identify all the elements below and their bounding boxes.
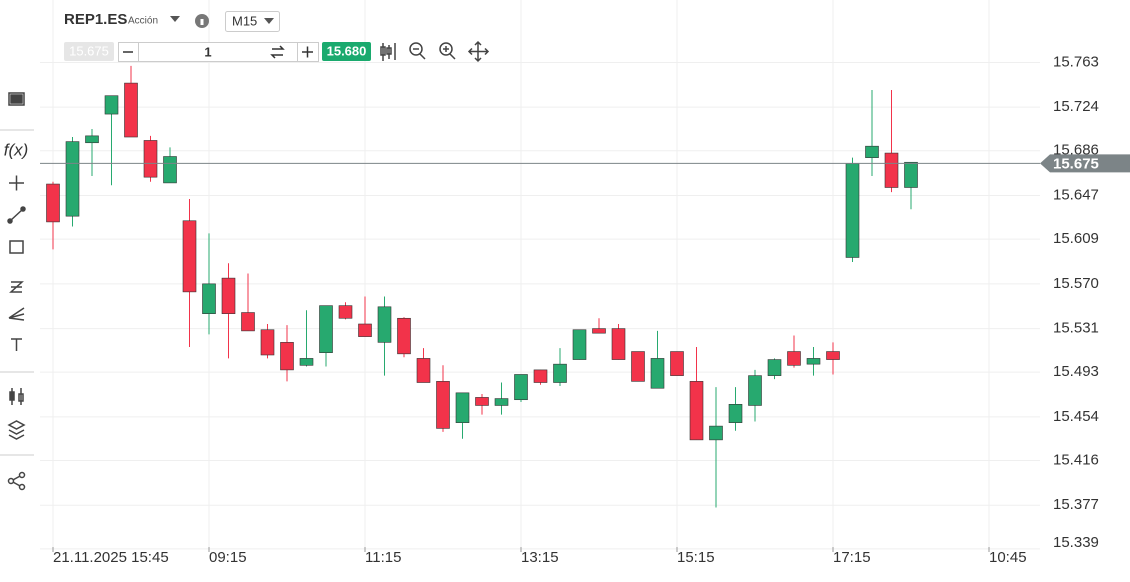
candle-body xyxy=(494,398,509,406)
candle-body xyxy=(826,351,840,360)
candle-body xyxy=(202,283,216,314)
bid-box[interactable] xyxy=(64,42,114,61)
candle-body xyxy=(65,141,80,217)
candle-body xyxy=(182,220,197,293)
candle-body xyxy=(260,329,275,356)
candle-body xyxy=(611,328,626,360)
symbol-dropdown[interactable] xyxy=(170,16,180,22)
candle-body xyxy=(748,375,762,406)
candle-body xyxy=(884,152,899,188)
x-tick-label: 10:45 xyxy=(989,549,1027,566)
y-tick-label: 15.454 xyxy=(1053,408,1099,425)
text-tool[interactable] xyxy=(11,338,22,351)
info-glyph xyxy=(200,19,204,25)
x-tick-label: 11:15 xyxy=(365,549,401,566)
candle-body xyxy=(104,95,119,115)
fx-icon[interactable]: f(x) xyxy=(4,140,29,159)
candle-body xyxy=(124,82,138,138)
y-tick-label: 15.531 xyxy=(1053,320,1099,337)
line-tool[interactable] xyxy=(9,208,24,222)
candle-body xyxy=(670,351,684,376)
y-tick-label: 15.609 xyxy=(1053,230,1099,247)
candle-body xyxy=(358,323,372,337)
y-tick-label: 15.339 xyxy=(1053,534,1099,551)
x-tick-label: 21.11.2025 15:45 xyxy=(53,549,169,566)
candle-body xyxy=(806,358,821,365)
y-tick-label: 15.647 xyxy=(1053,186,1099,203)
quantity-input[interactable] xyxy=(118,42,319,62)
candle-body xyxy=(163,156,177,184)
instrument-kind: Acción xyxy=(128,16,158,27)
crosshair-icon[interactable] xyxy=(9,175,24,191)
y-tick-label: 15.570 xyxy=(1053,275,1099,292)
timeframe: M15 xyxy=(232,13,257,28)
candle-body xyxy=(572,329,587,360)
x-tick-label: 09:15 xyxy=(209,549,247,566)
y-tick-label: 15.416 xyxy=(1053,451,1099,468)
plus-button[interactable] xyxy=(302,46,313,58)
rect-tool[interactable] xyxy=(9,240,24,254)
y-tick-label: 15.763 xyxy=(1053,53,1099,70)
fib-tool[interactable] xyxy=(9,281,24,293)
chart-type-icon[interactable] xyxy=(380,43,396,61)
candle-body xyxy=(904,161,918,188)
left-toolbar xyxy=(0,92,34,491)
ask-box[interactable] xyxy=(322,42,371,61)
candle-body xyxy=(280,342,294,371)
candle-body xyxy=(416,358,431,383)
candle-body xyxy=(845,163,860,258)
plot: 15.339 15.377 15.416 15.454 15.493 15.531 15.5… xyxy=(40,0,1130,566)
candle-body xyxy=(631,351,645,382)
zoom-in[interactable] xyxy=(439,42,453,56)
layers-icon[interactable] xyxy=(7,420,26,440)
candle-body xyxy=(767,359,782,376)
swap-icon[interactable] xyxy=(270,45,285,59)
last-price-tag xyxy=(1040,154,1130,173)
candle-body xyxy=(338,305,353,319)
candle-body xyxy=(319,305,333,353)
pan-icon[interactable] xyxy=(467,40,490,63)
last-price-label: 15.675 xyxy=(1053,155,1099,172)
candle-body xyxy=(689,381,704,441)
candle-body xyxy=(650,358,665,389)
fan-tool[interactable] xyxy=(8,307,25,321)
y-tick-label: 15.493 xyxy=(1053,363,1099,380)
candle-body xyxy=(397,317,411,355)
x-tick-label: 15:15 xyxy=(677,549,715,566)
candle-body xyxy=(709,425,723,441)
candle-body xyxy=(436,381,450,429)
candle-body xyxy=(85,135,99,144)
layout-icon[interactable] xyxy=(8,92,25,106)
candle-body xyxy=(787,351,801,366)
chart-tools xyxy=(380,40,490,63)
bid-price[interactable]: 15.675 xyxy=(69,43,109,58)
candle-body xyxy=(865,145,879,158)
candle-body xyxy=(475,397,489,406)
candle-body xyxy=(533,369,548,383)
quantity[interactable]: 1 xyxy=(204,44,211,59)
x-tick-label: 13:15 xyxy=(521,549,559,566)
candle-body xyxy=(241,312,255,332)
ask-price[interactable]: 15.680 xyxy=(327,43,367,58)
candle-body xyxy=(299,358,314,366)
y-tick-label: 15.377 xyxy=(1053,496,1099,513)
candle-body xyxy=(592,328,606,334)
candle-body xyxy=(46,183,60,223)
candle-body xyxy=(728,404,743,423)
candle-body xyxy=(553,363,567,383)
x-tick-label: 17:15 xyxy=(833,549,871,566)
timeframe-arrow xyxy=(264,18,274,24)
candle-body xyxy=(514,374,528,401)
candle-body xyxy=(377,306,392,343)
candle-body xyxy=(455,392,470,423)
zoom-out[interactable] xyxy=(409,42,423,56)
timeframe-select[interactable] xyxy=(225,11,280,32)
symbol[interactable]: REP1.ES xyxy=(64,11,127,28)
candle-body xyxy=(143,140,158,178)
candle-body xyxy=(221,277,236,314)
y-tick-label: 15.724 xyxy=(1053,98,1099,115)
